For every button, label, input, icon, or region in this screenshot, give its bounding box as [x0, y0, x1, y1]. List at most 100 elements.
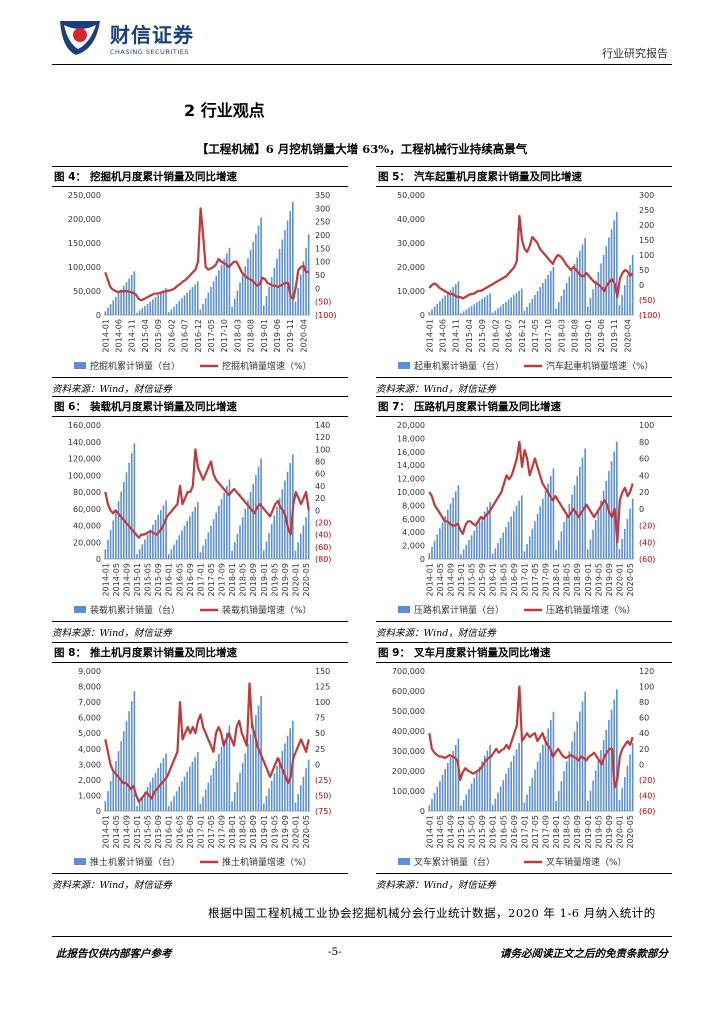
- chart-svg: 50,000 40,000 30,000 20,000 10,000 0 300 250 200…: [397, 191, 661, 372]
- bar-76: [305, 247, 307, 315]
- bar-39: [207, 292, 210, 315]
- x-tick-label: 2017-09: [218, 815, 227, 848]
- left-tick-label: 2,000: [78, 776, 101, 785]
- x-tick-label: 2014-01: [425, 815, 434, 848]
- bar-41: [212, 519, 215, 559]
- bar-45: [223, 739, 225, 811]
- bar-40: [210, 775, 212, 811]
- bar-57: [255, 715, 257, 811]
- bar-41: [536, 513, 539, 559]
- bar-16: [470, 535, 473, 559]
- right-tick-label: (80): [315, 555, 331, 564]
- legend-bar-swatch: [398, 362, 410, 369]
- bar-72: [294, 550, 297, 559]
- left-tick-label: 16,000: [397, 448, 425, 457]
- bar-24: [491, 553, 494, 559]
- bar-70: [613, 699, 615, 811]
- bar-71: [616, 441, 618, 559]
- bar-41: [536, 761, 539, 811]
- x-tick-label: 2016-05: [175, 815, 184, 848]
- bar-67: [605, 480, 608, 559]
- bar-32: [189, 289, 191, 315]
- bar-70: [289, 463, 291, 559]
- right-tick-label: 40: [639, 471, 649, 480]
- bar-54: [247, 500, 249, 559]
- bar-66: [602, 254, 605, 315]
- bar-16: [470, 783, 473, 811]
- x-tick-label: 2015-05: [468, 563, 477, 596]
- legend-bar-swatch: [74, 362, 86, 369]
- bar-1: [107, 307, 109, 315]
- bar-27: [175, 303, 178, 315]
- bar-60: [586, 800, 589, 811]
- bar-64: [597, 760, 600, 811]
- bar-43: [218, 505, 220, 559]
- bar-31: [186, 771, 188, 811]
- right-tick-label: 125: [315, 683, 330, 692]
- bar-57: [579, 251, 581, 315]
- growth-line: [104, 448, 310, 539]
- bar-24: [167, 806, 170, 811]
- growth-line: [104, 682, 310, 803]
- bar-49: [233, 298, 236, 315]
- bar-75: [302, 776, 305, 811]
- x-tick-label: 2014-06: [115, 319, 124, 352]
- legend-line-label: 挖掘机销量增速（%）: [222, 360, 312, 372]
- bar-43: [542, 498, 544, 559]
- right-tick-label: 75: [315, 714, 325, 723]
- right-tick-label: 0: [639, 505, 644, 514]
- bar-58: [257, 225, 260, 315]
- right-tick-label: 20: [639, 488, 649, 497]
- bar-60: [262, 550, 265, 559]
- left-tick-label: 8,000: [78, 683, 101, 692]
- left-tick-label: 120,000: [68, 455, 101, 464]
- chart-svg: 9,000 8,000 7,000 6,000 5,000 4,000 3,000 2,000…: [74, 667, 331, 868]
- bar-14: [465, 794, 468, 811]
- x-tick-label: 2020-01: [291, 563, 300, 596]
- bar-33: [191, 287, 194, 315]
- bar-36: [523, 802, 526, 811]
- footer-notice: 请务必阅读正文之后的免责条款部分: [500, 948, 668, 960]
- x-tick-label: 2014-01: [425, 319, 434, 352]
- bar-67: [281, 239, 284, 315]
- left-tick-label: 20,000: [73, 538, 101, 547]
- bar-77: [631, 255, 634, 315]
- x-tick-label: 2016-05: [175, 563, 184, 596]
- bar-35: [520, 288, 523, 315]
- legend-line-label: 压路机销量增速（%）: [546, 604, 636, 616]
- bar-16: [470, 306, 473, 315]
- bar-71: [616, 211, 618, 315]
- bar-36: [523, 311, 526, 315]
- bar-36: [523, 551, 526, 559]
- left-tick-label: 20,000: [397, 263, 425, 272]
- right-tick-label: (100): [639, 311, 661, 320]
- bar-65: [600, 263, 602, 315]
- bar-10: [454, 284, 457, 315]
- bar-8: [449, 503, 452, 559]
- figure-number: 图 8：: [54, 647, 86, 659]
- bar-58: [581, 244, 584, 315]
- figure-number: 图 5：: [378, 171, 410, 183]
- bar-3: [112, 520, 115, 559]
- bar-7: [123, 285, 125, 315]
- right-tick-label: 40: [639, 729, 649, 738]
- bar-34: [518, 743, 520, 811]
- x-tick-label: 2017-01: [196, 563, 205, 596]
- left-tick-label: 10,000: [397, 488, 425, 497]
- growth-line: [428, 685, 634, 789]
- bar-65: [276, 506, 278, 559]
- bar-19: [154, 519, 157, 559]
- bar-28: [502, 532, 505, 559]
- bar-38: [528, 786, 531, 811]
- x-tick-label: 2016-01: [489, 815, 498, 848]
- bar-25: [494, 798, 497, 811]
- bar-56: [252, 241, 255, 315]
- x-tick-label: 2020-04: [623, 319, 632, 352]
- bar-3: [436, 303, 439, 315]
- bar-36: [199, 309, 202, 315]
- bar-23: [165, 753, 167, 811]
- x-tick-label: 2014-09: [122, 815, 131, 848]
- x-tick-label: 2019-05: [270, 563, 279, 596]
- bar-67: [605, 246, 608, 315]
- bar-29: [505, 301, 507, 315]
